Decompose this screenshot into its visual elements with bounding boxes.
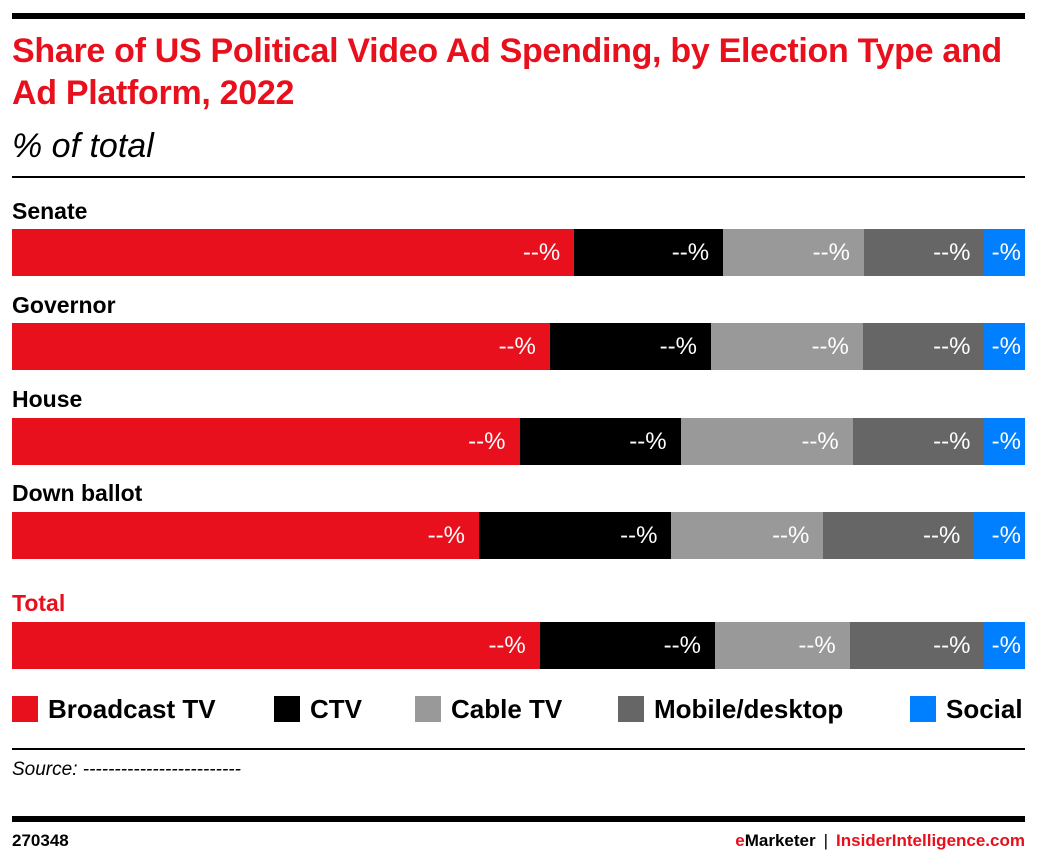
- legend-label: Mobile/desktop: [654, 694, 844, 724]
- bar-segment-social[interactable]: -%: [984, 622, 1025, 669]
- data-label: -%: [991, 239, 1021, 266]
- bar-segment-cable-tv[interactable]: --%: [723, 229, 864, 276]
- bar-segment-broadcast-tv[interactable]: --%: [12, 622, 540, 669]
- legend-swatch-cable-tv: [415, 696, 441, 722]
- bar-governor: --% --% --% --% -%: [12, 323, 1025, 370]
- data-label: -%: [991, 428, 1021, 455]
- data-label: -%: [991, 333, 1021, 360]
- legend-swatch-mobile-desktop: [618, 696, 644, 722]
- category-label-house: House: [12, 386, 83, 412]
- bar-segment-mobile-desktop[interactable]: --%: [823, 512, 975, 559]
- bar-segment-social[interactable]: -%: [984, 323, 1025, 370]
- data-label: --%: [468, 428, 506, 455]
- bar-total: --% --% --% --% -%: [12, 622, 1025, 669]
- bar-segment-social[interactable]: -%: [974, 512, 1025, 559]
- data-label: -%: [991, 632, 1021, 659]
- bar-segment-mobile-desktop[interactable]: --%: [862, 323, 985, 370]
- category-label-total: Total: [12, 590, 66, 616]
- legend-item-ctv[interactable]: CTV: [274, 694, 362, 724]
- data-label: --%: [933, 333, 971, 360]
- bar-segment-social[interactable]: -%: [984, 229, 1025, 276]
- legend-label: CTV: [310, 694, 362, 724]
- legend: Broadcast TV CTV Cable TV Mobile/desktop Soc…: [12, 694, 1025, 724]
- top-rule: [12, 13, 1025, 19]
- legend-item-mobile-desktop[interactable]: Mobile/desktop: [618, 694, 843, 724]
- bar-segment-mobile-desktop[interactable]: --%: [863, 229, 985, 276]
- brand-marketer: Marketer: [744, 831, 816, 850]
- bottom-rule: [12, 816, 1025, 822]
- bar-segment-ctv[interactable]: --%: [574, 229, 724, 276]
- legend-label: Social: [946, 694, 1023, 724]
- source-note: Source: -------------------------: [12, 759, 241, 780]
- data-label: --%: [663, 632, 701, 659]
- bar-segment-cable-tv[interactable]: --%: [710, 323, 863, 370]
- bar-segment-cable-tv[interactable]: --%: [680, 418, 853, 465]
- bar-segment-broadcast-tv[interactable]: --%: [12, 418, 520, 465]
- data-label: --%: [933, 632, 971, 659]
- data-label: --%: [772, 522, 810, 549]
- legend-divider: [12, 748, 1025, 750]
- bar-segment-broadcast-tv[interactable]: --%: [12, 512, 479, 559]
- data-label: --%: [498, 333, 536, 360]
- legend-label: Broadcast TV: [48, 694, 216, 724]
- chart-title: Share of US Political Video Ad Spending,…: [12, 32, 1002, 112]
- legend-swatch-social: [910, 696, 936, 722]
- data-label: --%: [933, 239, 971, 266]
- bar-segment-ctv[interactable]: --%: [549, 323, 711, 370]
- category-label-senate: Senate: [12, 198, 88, 224]
- data-label: --%: [812, 239, 850, 266]
- brand-e: e: [735, 831, 745, 850]
- legend-swatch-ctv: [274, 696, 300, 722]
- category-label-down-ballot: Down ballot: [12, 480, 143, 506]
- data-label: --%: [811, 333, 849, 360]
- brand-separator: |: [823, 831, 829, 850]
- data-label: --%: [659, 333, 697, 360]
- data-label: --%: [798, 632, 836, 659]
- bar-segment-mobile-desktop[interactable]: --%: [849, 622, 985, 669]
- data-label: -%: [991, 522, 1021, 549]
- data-label: --%: [629, 428, 667, 455]
- brand-footer: eMarketer | InsiderIntelligence.com: [735, 831, 1025, 851]
- header-divider: [12, 176, 1025, 178]
- legend-item-broadcast-tv[interactable]: Broadcast TV: [12, 694, 216, 724]
- data-label: --%: [671, 239, 710, 266]
- bar-segment-ctv[interactable]: --%: [478, 512, 672, 559]
- data-label: --%: [522, 239, 561, 266]
- data-label: --%: [922, 522, 961, 549]
- data-label: --%: [933, 428, 971, 455]
- brand-insider-intelligence[interactable]: InsiderIntelligence.com: [836, 831, 1025, 850]
- legend-item-social[interactable]: Social: [910, 694, 1023, 724]
- chart-id: 270348: [12, 831, 69, 850]
- category-label-governor: Governor: [12, 292, 116, 318]
- legend-label: Cable TV: [451, 694, 563, 724]
- bar-segment-ctv[interactable]: --%: [539, 622, 715, 669]
- data-label: --%: [488, 632, 526, 659]
- bar-house: --% --% --% --% -%: [12, 418, 1025, 465]
- data-label: --%: [427, 522, 465, 549]
- data-label: --%: [801, 428, 839, 455]
- bar-senate: --% --% --% --% -%: [12, 229, 1025, 276]
- bar-segment-broadcast-tv[interactable]: --%: [12, 229, 575, 276]
- chart-subtitle: % of total: [12, 127, 154, 165]
- bar-segment-mobile-desktop[interactable]: --%: [852, 418, 985, 465]
- bar-segment-social[interactable]: -%: [984, 418, 1025, 465]
- bar-segment-ctv[interactable]: --%: [519, 418, 681, 465]
- bar-segment-broadcast-tv[interactable]: --%: [12, 323, 550, 370]
- bar-down-ballot: --% --% --% --% -%: [12, 512, 1025, 559]
- legend-swatch-broadcast-tv: [12, 696, 38, 722]
- bar-segment-cable-tv[interactable]: --%: [671, 512, 824, 559]
- data-label: --%: [620, 522, 658, 549]
- legend-item-cable-tv[interactable]: Cable TV: [415, 694, 562, 724]
- bar-segment-cable-tv[interactable]: --%: [715, 622, 850, 669]
